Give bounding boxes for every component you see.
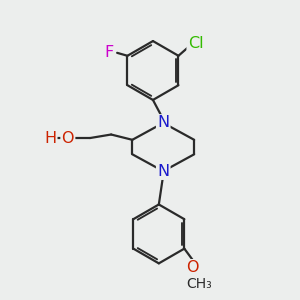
- Text: CH₃: CH₃: [186, 277, 212, 291]
- Text: N: N: [157, 164, 169, 179]
- Text: N: N: [157, 116, 169, 130]
- Text: O: O: [186, 260, 199, 275]
- Text: F: F: [105, 45, 114, 60]
- Text: O: O: [61, 130, 74, 146]
- Text: Cl: Cl: [188, 37, 203, 52]
- Text: H: H: [44, 130, 56, 146]
